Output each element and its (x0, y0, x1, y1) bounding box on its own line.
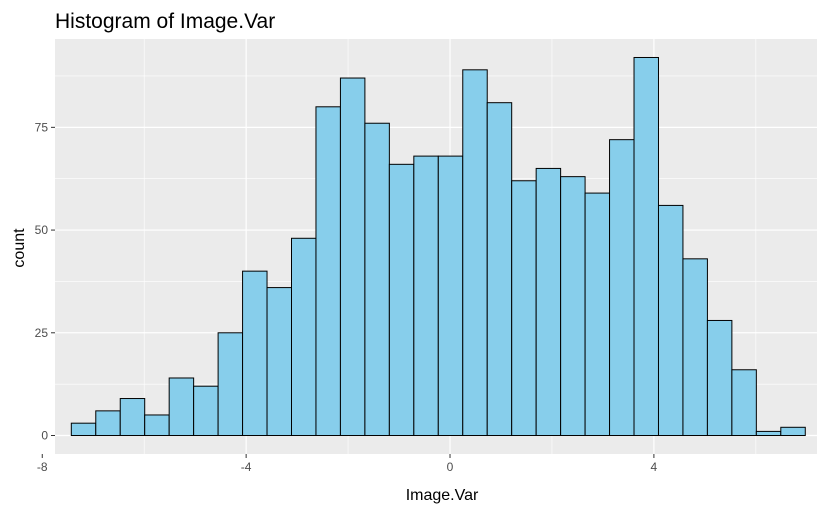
histogram-bar (242, 270, 268, 437)
histogram-bar (731, 369, 757, 437)
x-tick-label: -8 (37, 460, 48, 474)
histogram-bar (486, 102, 513, 437)
histogram-bar (584, 192, 611, 437)
chart-title: Histogram of Image.Var (55, 10, 275, 33)
histogram-bar (657, 204, 684, 437)
histogram-bar (291, 237, 317, 437)
x-tick-label: 0 (447, 460, 454, 474)
y-tick-label: 50 (35, 223, 49, 237)
histogram-bar (388, 163, 415, 437)
histogram-bar (437, 155, 464, 437)
histogram-bar (364, 122, 390, 437)
y-tick-label: 25 (35, 326, 49, 340)
histogram-bar (462, 69, 488, 437)
histogram-bar (511, 180, 537, 437)
histogram-bar (780, 426, 806, 437)
histogram-bar (682, 258, 708, 437)
histogram-bar (217, 332, 244, 437)
histogram-bar (193, 385, 219, 437)
axis-ticks (41, 126, 655, 458)
histogram-bar (413, 155, 439, 437)
histogram-bar (609, 139, 635, 437)
histogram-bar (633, 56, 659, 437)
y-tick-label: 75 (35, 120, 49, 134)
histogram-bar (560, 176, 586, 437)
histogram-bar (70, 422, 97, 437)
histogram-bar (755, 430, 782, 437)
x-tick-label: -4 (241, 460, 252, 474)
histogram-bar (339, 77, 366, 437)
histogram-bar (119, 398, 146, 437)
histogram-bar (315, 106, 341, 437)
histogram-bar (168, 377, 195, 437)
histogram-bar (144, 414, 170, 437)
x-axis-title: Image.Var (406, 487, 479, 504)
x-tick-label: 4 (651, 460, 658, 474)
y-tick-label: 0 (41, 429, 48, 443)
histogram-bar (266, 287, 293, 437)
histogram-bar (706, 319, 733, 437)
histogram-bar (535, 167, 562, 437)
y-axis-title: count (11, 228, 28, 268)
histogram-bars (70, 56, 806, 437)
axis-tick-labels: -8 -4 0 4 0 25 50 75 (35, 120, 658, 474)
histogram-bar (95, 410, 121, 437)
